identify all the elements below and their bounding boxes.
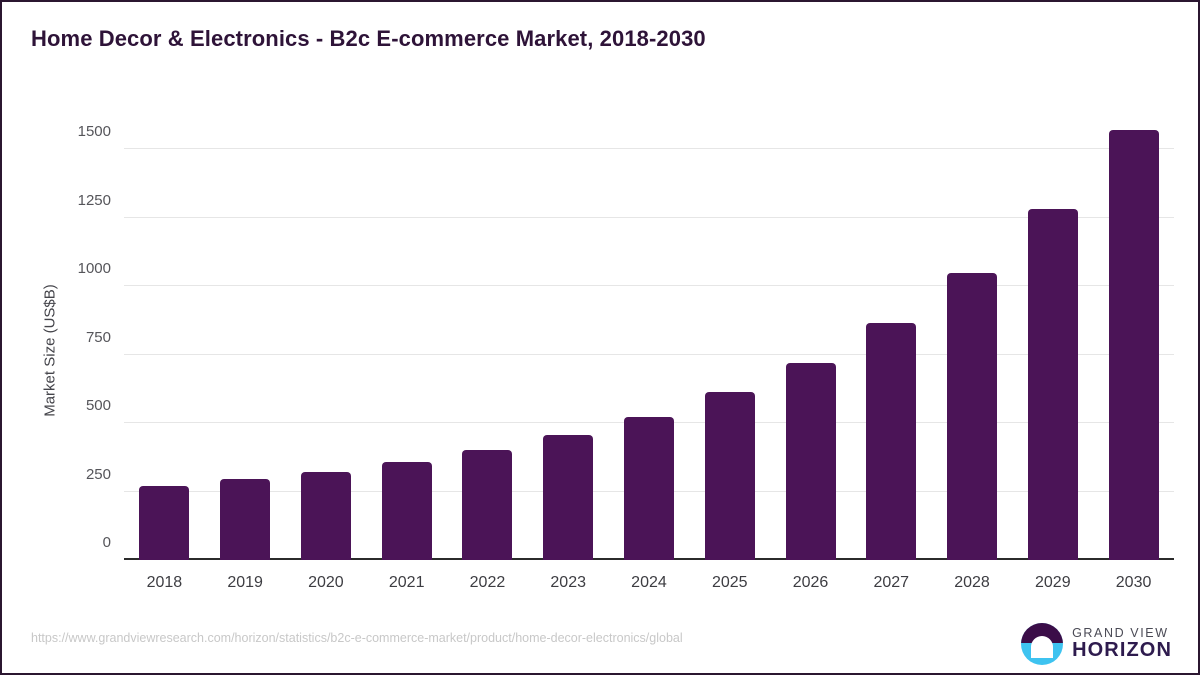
logo-bar-lower bbox=[1036, 653, 1048, 657]
bar-slot: 2030 bbox=[1093, 122, 1174, 591]
x-axis-tick-label: 2024 bbox=[631, 574, 667, 591]
bar-2030[interactable] bbox=[1108, 129, 1159, 560]
bars-group: 2018 2019 2020 2021 2022 2023 2024 2025 2026 2027… bbox=[124, 122, 1174, 591]
bar-2022[interactable] bbox=[462, 450, 513, 560]
bar-slot: 2022 bbox=[447, 122, 528, 591]
x-axis-tick-label: 2018 bbox=[146, 574, 183, 591]
bar-2029[interactable] bbox=[1027, 209, 1078, 560]
logo-line-horizon: HORIZON bbox=[1072, 639, 1172, 662]
y-axis-tick-label: 1000 bbox=[77, 260, 111, 278]
y-axis-tick-label: 1250 bbox=[77, 191, 111, 209]
bar-slot: 2027 bbox=[851, 122, 932, 591]
x-axis-tick-label: 2030 bbox=[1115, 574, 1152, 591]
x-axis-tick-label: 2029 bbox=[1035, 574, 1071, 591]
plot-area: 0 250 500 750 1000 1250 1500 2018 2019 2020 2021 2… bbox=[78, 122, 1174, 591]
gridline bbox=[124, 285, 1174, 287]
logo-top-half bbox=[1021, 623, 1064, 643]
bar-2025[interactable] bbox=[704, 392, 755, 560]
bar-slot: 2029 bbox=[1012, 122, 1093, 591]
logo-dome-shape bbox=[1031, 635, 1054, 658]
bar-slot: 2028 bbox=[932, 122, 1013, 591]
x-axis-tick-label: 2025 bbox=[711, 574, 748, 591]
x-axis-tick-label: 2027 bbox=[873, 574, 910, 591]
x-axis-tick-label: 2026 bbox=[792, 574, 829, 591]
source-url-label: https://www.grandviewresearch.com/horizo… bbox=[31, 631, 683, 645]
y-axis-tick-label: 750 bbox=[85, 328, 111, 346]
x-axis-tick-label: 2028 bbox=[954, 574, 990, 591]
bar-2019[interactable] bbox=[220, 478, 271, 560]
gridline bbox=[124, 216, 1174, 218]
sunrise-circle-icon bbox=[1021, 623, 1064, 665]
bar-slot: 2018 bbox=[124, 122, 205, 591]
y-axis-tick-label: 500 bbox=[85, 397, 111, 415]
page-title: Home Decor & Electronics - B2c E-commerc… bbox=[31, 26, 706, 51]
bar-slot: 2021 bbox=[366, 122, 447, 591]
grand-view-horizon-logo: GRAND VIEW HORIZON bbox=[1021, 620, 1172, 668]
bar-2027[interactable] bbox=[866, 323, 917, 560]
bar-2026[interactable] bbox=[785, 362, 836, 560]
logo-text: GRAND VIEW HORIZON bbox=[1072, 625, 1172, 662]
y-axis-tick-label: 0 bbox=[102, 534, 111, 551]
bar-2023[interactable] bbox=[543, 435, 594, 560]
x-axis-tick-label: 2021 bbox=[388, 574, 425, 591]
bar-slot: 2019 bbox=[205, 122, 286, 591]
bar-2021[interactable] bbox=[381, 462, 432, 560]
bar-slot: 2026 bbox=[770, 122, 851, 591]
x-axis-tick-label: 2019 bbox=[227, 574, 263, 591]
x-axis-tick-label: 2020 bbox=[308, 574, 344, 591]
x-axis-tick-label: 2022 bbox=[469, 574, 506, 591]
bar-2020[interactable] bbox=[300, 472, 351, 560]
logo-line-grand-view: GRAND VIEW bbox=[1072, 625, 1169, 640]
bar-slot: 2024 bbox=[609, 122, 690, 591]
bar-2018[interactable] bbox=[139, 485, 190, 560]
bar-2024[interactable] bbox=[623, 416, 674, 560]
gridline bbox=[124, 353, 1174, 355]
x-axis-tick-label: 2023 bbox=[550, 574, 586, 591]
gridline bbox=[124, 148, 1174, 150]
y-axis-tick-label: 1500 bbox=[77, 123, 111, 141]
y-axis-tick-label: 250 bbox=[85, 465, 111, 483]
logo-bar-upper bbox=[1033, 649, 1051, 652]
bar-slot: 2020 bbox=[286, 122, 367, 591]
bar-slot: 2025 bbox=[689, 122, 770, 591]
bar-slot: 2023 bbox=[528, 122, 609, 591]
bar-2028[interactable] bbox=[947, 273, 998, 560]
